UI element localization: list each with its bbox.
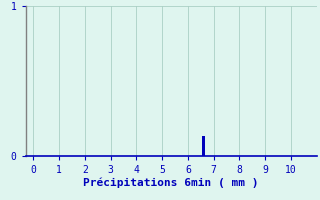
X-axis label: Précipitations 6min ( mm ): Précipitations 6min ( mm ): [84, 178, 259, 188]
Bar: [202, 136, 205, 156]
